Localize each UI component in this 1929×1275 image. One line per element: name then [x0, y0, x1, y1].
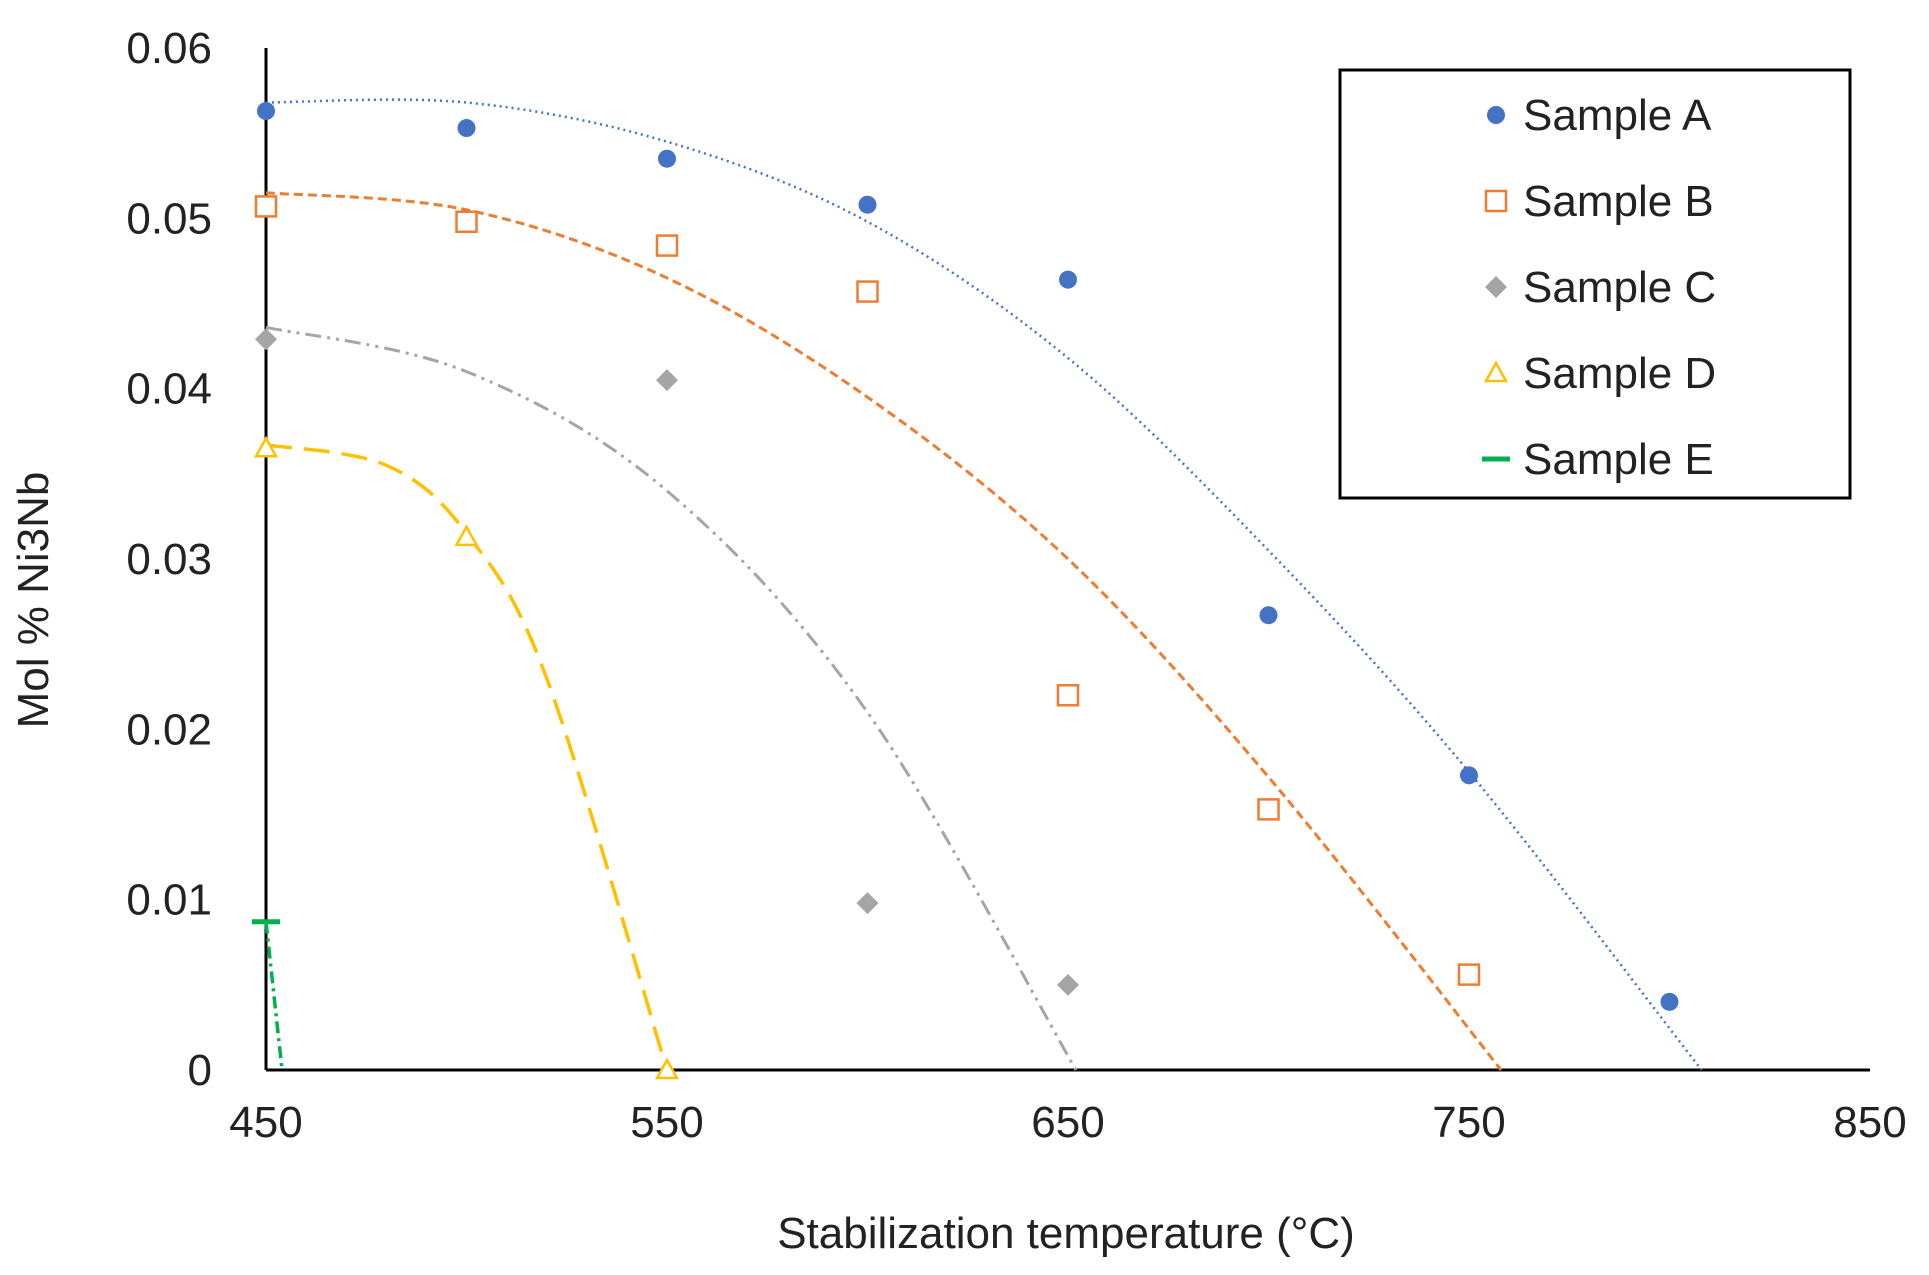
sample-d-legend-label: Sample D	[1523, 349, 1716, 398]
sample-b-legend-label: Sample B	[1523, 177, 1714, 226]
sample-b-point	[455, 210, 478, 233]
y-tick-label: 0.05	[126, 194, 212, 243]
sample-a-point	[658, 149, 676, 168]
sample-b-legend-marker	[1484, 189, 1508, 213]
sample-b-point	[1056, 684, 1080, 707]
y-tick-labels: 0 0.01 0.02 0.03 0.04 0.05 0.06	[126, 24, 212, 1095]
sample-d-point	[654, 1057, 680, 1080]
sample-a-point	[257, 102, 275, 121]
sample-c-point	[856, 892, 879, 915]
data-markers	[252, 102, 1679, 1080]
sample-c-legend-label: Sample C	[1523, 263, 1716, 312]
sample-d-point	[253, 435, 279, 458]
y-tick-label: 0	[188, 1046, 212, 1095]
x-tick-label: 850	[1833, 1098, 1906, 1147]
x-axis-label: Stabilization temperature (°C)	[777, 1209, 1355, 1258]
sample-a-point	[1059, 270, 1077, 289]
sample-d-point	[454, 524, 479, 547]
sample-c-legend-marker	[1485, 276, 1507, 298]
y-tick-label: 0.03	[126, 535, 212, 584]
y-tick-label: 0.02	[126, 705, 212, 754]
y-tick-label: 0.01	[126, 876, 212, 925]
sample-a-legend-marker	[1487, 106, 1505, 124]
x-tick-label: 650	[1031, 1098, 1104, 1147]
sample-e-legend-label: Sample E	[1523, 435, 1714, 484]
sample-d-legend-marker	[1483, 360, 1509, 383]
sample-b-point	[1257, 798, 1280, 821]
sample-a-point	[858, 195, 877, 214]
x-tick-label: 750	[1432, 1098, 1505, 1147]
legend: Sample A Sample B Sample C Sample D Sample E	[1338, 68, 1852, 500]
sample-a-legend-label: Sample A	[1523, 91, 1712, 140]
sample-c-trendline	[265, 325, 1078, 1071]
x-tick-label: 450	[229, 1098, 302, 1147]
y-tick-label: 0.04	[126, 365, 212, 414]
sample-a-point	[1460, 766, 1478, 785]
y-axis-label: Mol % Ni3Nb	[9, 472, 58, 729]
x-tick-labels: 450 550 650 750 850	[229, 1098, 1906, 1147]
sample-b-point	[655, 234, 679, 257]
sample-b-point	[856, 280, 879, 303]
sample-d-trendline	[265, 443, 669, 1071]
sample-e-trendline	[264, 921, 284, 1071]
sample-b-point	[254, 195, 278, 218]
sample-a-point	[1660, 992, 1679, 1011]
sample-a-point	[1259, 606, 1278, 625]
x-tick-label: 550	[630, 1098, 703, 1147]
y-tick-label: 0.06	[126, 24, 212, 73]
sample-b-trendline	[265, 191, 1503, 1071]
sample-c-point	[656, 369, 678, 392]
sample-c-point	[1057, 973, 1079, 996]
legend-box	[1338, 68, 1852, 500]
sample-b-point	[1457, 963, 1481, 986]
sample-c-point	[255, 328, 277, 351]
sample-a-point	[457, 119, 476, 138]
